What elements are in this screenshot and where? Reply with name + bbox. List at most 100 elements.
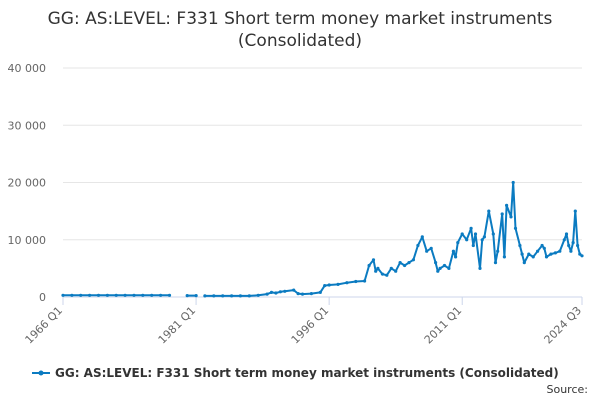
data-point[interactable] — [505, 203, 509, 207]
data-point[interactable] — [336, 282, 340, 286]
data-point[interactable] — [522, 261, 526, 265]
data-point[interactable] — [493, 261, 498, 265]
data-point[interactable] — [398, 261, 402, 265]
data-point[interactable] — [238, 294, 242, 298]
data-point[interactable] — [564, 232, 569, 236]
data-point[interactable] — [150, 293, 154, 297]
data-point[interactable] — [278, 290, 282, 294]
data-point[interactable] — [513, 226, 518, 230]
data-point[interactable] — [265, 292, 269, 296]
data-point[interactable] — [576, 243, 580, 248]
data-point[interactable] — [425, 249, 429, 253]
data-point[interactable] — [256, 293, 260, 297]
data-point[interactable] — [70, 293, 74, 297]
data-point[interactable] — [230, 294, 234, 298]
data-point[interactable] — [578, 252, 582, 256]
data-point[interactable] — [480, 238, 484, 242]
data-point[interactable] — [323, 284, 327, 288]
data-point[interactable] — [527, 252, 531, 256]
data-point[interactable] — [571, 241, 575, 245]
data-point[interactable] — [380, 272, 384, 276]
series-line[interactable] — [61, 180, 584, 298]
data-point[interactable] — [540, 243, 544, 248]
data-point[interactable] — [567, 243, 571, 248]
data-point[interactable] — [283, 289, 287, 293]
data-point[interactable] — [385, 273, 389, 277]
data-point[interactable] — [562, 238, 566, 242]
data-point[interactable] — [309, 292, 313, 296]
data-point[interactable] — [454, 255, 458, 259]
data-point[interactable] — [469, 226, 473, 230]
data-point[interactable] — [88, 293, 92, 297]
data-point[interactable] — [403, 263, 407, 268]
legend[interactable]: GG: AS:LEVEL: F331 Short term money mark… — [32, 366, 559, 380]
data-point[interactable] — [159, 293, 163, 297]
data-point[interactable] — [411, 258, 415, 262]
data-point[interactable] — [420, 235, 424, 239]
data-point[interactable] — [549, 252, 553, 256]
data-point[interactable] — [96, 293, 101, 297]
data-point[interactable] — [473, 232, 478, 236]
data-point[interactable] — [518, 243, 522, 248]
data-point[interactable] — [478, 266, 482, 270]
data-point[interactable] — [363, 279, 367, 283]
data-point[interactable] — [442, 263, 447, 268]
data-point[interactable] — [247, 294, 251, 298]
data-point[interactable] — [500, 212, 504, 216]
data-point[interactable] — [502, 255, 506, 259]
data-point[interactable] — [465, 238, 469, 242]
data-point[interactable] — [212, 294, 216, 298]
data-point[interactable] — [274, 291, 278, 295]
data-point[interactable] — [520, 252, 524, 256]
data-point[interactable] — [132, 293, 136, 297]
data-point[interactable] — [376, 266, 380, 270]
data-point[interactable] — [436, 269, 440, 273]
data-point[interactable] — [79, 293, 83, 297]
data-point[interactable] — [61, 293, 65, 297]
data-point[interactable] — [511, 180, 515, 185]
data-point[interactable] — [487, 209, 491, 213]
data-point[interactable] — [123, 293, 127, 297]
data-point[interactable] — [482, 235, 486, 239]
data-point[interactable] — [394, 269, 398, 273]
data-point[interactable] — [354, 279, 358, 284]
data-point[interactable] — [429, 246, 433, 250]
data-point[interactable] — [460, 232, 464, 236]
data-point[interactable] — [542, 246, 546, 250]
data-point[interactable] — [531, 255, 535, 259]
data-point[interactable] — [456, 241, 460, 245]
data-point[interactable] — [185, 294, 189, 298]
data-point[interactable] — [141, 293, 145, 297]
data-point[interactable] — [573, 209, 577, 213]
data-point[interactable] — [114, 293, 118, 297]
data-point[interactable] — [221, 294, 225, 298]
data-point[interactable] — [471, 243, 475, 248]
data-point[interactable] — [318, 290, 322, 294]
data-point[interactable] — [367, 263, 371, 268]
data-point[interactable] — [509, 215, 513, 219]
data-point[interactable] — [544, 255, 549, 259]
data-point[interactable] — [438, 266, 442, 270]
data-point[interactable] — [167, 293, 172, 297]
data-point[interactable] — [558, 249, 562, 253]
data-point[interactable] — [374, 269, 378, 273]
data-point[interactable] — [447, 266, 451, 270]
data-point[interactable] — [296, 292, 300, 296]
data-point[interactable] — [407, 261, 411, 265]
data-point[interactable] — [491, 232, 495, 236]
data-point[interactable] — [569, 249, 573, 253]
data-point[interactable] — [389, 266, 393, 270]
data-point[interactable] — [194, 294, 198, 298]
data-point[interactable] — [371, 258, 376, 262]
data-point[interactable] — [496, 249, 500, 253]
data-point[interactable] — [553, 251, 558, 255]
data-point[interactable] — [292, 288, 296, 292]
data-point[interactable] — [345, 281, 349, 285]
data-point[interactable] — [269, 290, 274, 294]
data-point[interactable] — [580, 254, 584, 258]
data-point[interactable] — [105, 293, 109, 297]
data-point[interactable] — [434, 261, 438, 265]
data-point[interactable] — [203, 294, 207, 298]
data-point[interactable] — [536, 249, 540, 253]
data-point[interactable] — [416, 243, 420, 248]
